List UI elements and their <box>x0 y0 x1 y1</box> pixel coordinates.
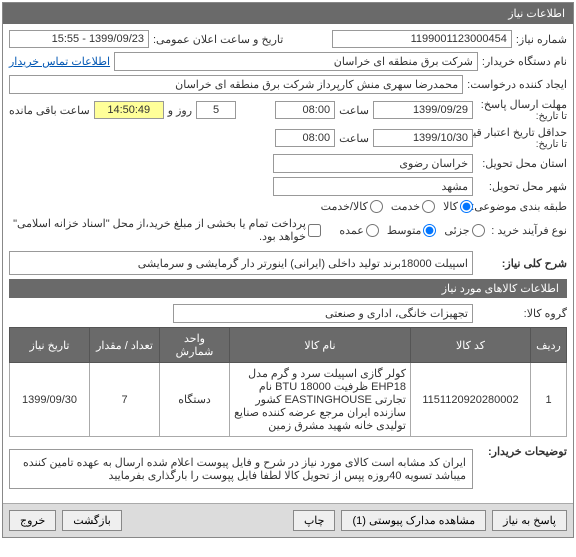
row-goods-group: گروه کالا: تجهیزات خانگی، اداری و صنعتی <box>9 304 567 323</box>
min-valid-label: حداقل تاریخ اعتبار قیمت: <box>477 126 567 139</box>
process-high-label: عمده <box>339 224 363 237</box>
general-desc-field: اسپیلت 18000برند تولید داخلی (ایرانی) ای… <box>9 251 473 275</box>
remaining-days-label: روز و <box>168 104 192 117</box>
goods-table: ردیف کد کالا نام کالا واحد شمارش تعداد /… <box>9 327 567 437</box>
col-date: تاریخ نیاز <box>10 328 90 363</box>
process-mid-option[interactable]: متوسط <box>387 224 437 237</box>
row-city: شهر محل تحویل: مشهد <box>9 177 567 196</box>
announce-datetime-field: 1399/09/23 - 15:55 <box>9 30 149 48</box>
process-low-radio[interactable] <box>472 224 485 237</box>
province-field: خراسان رضوی <box>273 154 473 173</box>
col-name: نام کالا <box>230 328 411 363</box>
table-header-row: ردیف کد کالا نام کالا واحد شمارش تعداد /… <box>10 328 567 363</box>
main-panel: اطلاعات نیاز شماره نیاز: 119900112300045… <box>2 2 574 538</box>
province-label: استان محل تحویل: <box>477 157 567 170</box>
col-code: کد کالا <box>411 328 531 363</box>
cell-qty: 7 <box>90 363 160 437</box>
cell-code: 1151120920280002 <box>411 363 531 437</box>
cell-name: کولر گازی اسپیلت سرد و گرم مدل EHP18 ظرف… <box>230 363 411 437</box>
budget-goods-label: کالا <box>443 200 458 213</box>
col-qty: تعداد / مقدار <box>90 328 160 363</box>
row-creator: ایجاد کننده درخواست: محمدرضا سهری منش کا… <box>9 75 567 94</box>
row-province: استان محل تحویل: خراسان رضوی <box>9 154 567 173</box>
form-area: شماره نیاز: 1199001123000454 تاریخ و ساع… <box>3 24 573 503</box>
need-number-label: شماره نیاز: <box>516 33 567 46</box>
row-min-valid: حداقل تاریخ اعتبار قیمت: تا تاریخ: 1399/… <box>9 126 567 150</box>
process-label: نوع فرآیند خرید : <box>489 224 567 237</box>
back-button[interactable]: بازگشت <box>62 510 122 531</box>
row-process: نوع فرآیند خرید : جزئی متوسط عمده پردا <box>9 217 567 243</box>
budget-goods-radio[interactable] <box>460 200 473 213</box>
process-mid-label: متوسط <box>387 224 422 237</box>
min-valid-date-field: 1399/10/30 <box>373 129 473 147</box>
process-low-label: جزئی <box>444 224 469 237</box>
budget-both-label: کالا/خدمت <box>321 200 368 213</box>
col-unit: واحد شمارش <box>160 328 230 363</box>
process-high-option[interactable]: عمده <box>339 224 378 237</box>
deadline-label: مهلت ارسال پاسخ: <box>477 98 567 111</box>
process-high-radio[interactable] <box>366 224 379 237</box>
creator-field: محمدرضا سهری منش کارپرداز شرکت برق منطقه… <box>9 75 463 94</box>
creator-label: ایجاد کننده درخواست: <box>467 78 567 91</box>
buyer-org-label: نام دستگاه خریدار: <box>482 55 567 68</box>
buyer-org-field: شرکت برق منطقه ای خراسان <box>114 52 478 71</box>
budget-service-option[interactable]: خدمت <box>391 200 435 213</box>
payment-checkbox-label: پرداخت تمام یا بخشی از مبلغ خرید،از محل … <box>9 217 306 243</box>
budget-service-radio[interactable] <box>422 200 435 213</box>
goods-group-field: تجهیزات خانگی، اداری و صنعتی <box>173 304 473 323</box>
budget-goods-option[interactable]: کالا <box>443 200 473 213</box>
attachments-button[interactable]: مشاهده مدارک پیوستی (1) <box>341 510 486 531</box>
min-valid-hour-label: ساعت <box>339 132 369 145</box>
announce-datetime-label: تاریخ و ساعت اعلان عمومی: <box>153 33 283 46</box>
row-general-desc: شرح کلی نیاز: اسپیلت 18000برند تولید داخ… <box>9 251 567 275</box>
row-buyer-notes: توضیحات خریدار: ایران کد مشابه است کالای… <box>9 445 567 493</box>
budget-service-label: خدمت <box>391 200 420 213</box>
print-button[interactable]: چاپ <box>293 510 336 531</box>
budget-both-option[interactable]: کالا/خدمت <box>321 200 383 213</box>
table-row: 1 1151120920280002 کولر گازی اسپیلت سرد … <box>10 363 567 437</box>
process-mid-radio[interactable] <box>423 224 436 237</box>
row-deadline: مهلت ارسال پاسخ: تا تاریخ: 1399/09/29 سا… <box>9 98 567 122</box>
budget-label: طبقه بندی موضوعی: <box>477 200 567 213</box>
city-field: مشهد <box>273 177 473 196</box>
cell-unit: دستگاه <box>160 363 230 437</box>
budget-radio-group: کالا خدمت کالا/خدمت <box>321 200 473 213</box>
general-desc-label: شرح کلی نیاز: <box>477 257 567 270</box>
contact-link[interactable]: اطلاعات تماس خریدار <box>9 55 110 68</box>
min-valid-to-label: تا تاریخ: <box>477 139 567 150</box>
city-label: شهر محل تحویل: <box>477 180 567 193</box>
row-buyer-org: نام دستگاه خریدار: شرکت برق منطقه ای خرا… <box>9 52 567 71</box>
exit-button[interactable]: خروج <box>9 510 56 531</box>
process-low-option[interactable]: جزئی <box>444 224 484 237</box>
deadline-hour-label: ساعت <box>339 104 369 117</box>
reply-button[interactable]: پاسخ به نیاز <box>492 510 567 531</box>
goods-group-label: گروه کالا: <box>477 307 567 320</box>
cell-idx: 1 <box>531 363 567 437</box>
remaining-time-label: ساعت باقی مانده <box>9 104 90 117</box>
budget-both-radio[interactable] <box>370 200 383 213</box>
process-radio-group: جزئی متوسط عمده <box>339 224 484 237</box>
row-budget: طبقه بندی موضوعی: کالا خدمت کالا/خدمت <box>9 200 567 213</box>
need-number-field: 1199001123000454 <box>332 30 512 48</box>
col-idx: ردیف <box>531 328 567 363</box>
remaining-days-field: 5 <box>196 101 236 119</box>
remaining-time-field: 14:50:49 <box>94 101 164 119</box>
min-valid-hour-field: 08:00 <box>275 129 335 147</box>
buyer-notes-field: ایران کد مشابه است کالای مورد نیاز در شر… <box>9 449 473 489</box>
deadline-date-field: 1399/09/29 <box>373 101 473 119</box>
payment-checkbox[interactable] <box>308 224 321 237</box>
panel-title: اطلاعات نیاز <box>3 3 573 24</box>
payment-checkbox-wrap[interactable]: پرداخت تمام یا بخشی از مبلغ خرید،از محل … <box>9 217 321 243</box>
buyer-notes-label: توضیحات خریدار: <box>477 445 567 458</box>
goods-section-title: اطلاعات کالاهای مورد نیاز <box>9 279 567 298</box>
cell-date: 1399/09/30 <box>10 363 90 437</box>
deadline-hour-field: 08:00 <box>275 101 335 119</box>
button-bar: پاسخ به نیاز مشاهده مدارک پیوستی (1) چاپ… <box>3 503 573 537</box>
deadline-to-label: تا تاریخ: <box>477 111 567 122</box>
row-need-number: شماره نیاز: 1199001123000454 تاریخ و ساع… <box>9 30 567 48</box>
